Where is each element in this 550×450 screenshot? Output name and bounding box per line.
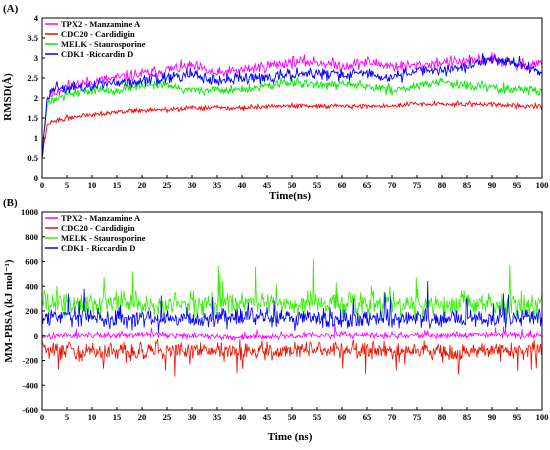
x-tick-label: 60 xyxy=(338,180,347,190)
series-line-cdk1-riccardin-d xyxy=(41,280,543,334)
y-tick-label: 200 xyxy=(25,306,38,316)
x-tick-label: 40 xyxy=(238,412,247,422)
x-tick-label: 85 xyxy=(463,180,472,190)
x-tick-label: 25 xyxy=(163,180,172,190)
legend-entry-label: TPX2 - Manzamine A xyxy=(61,213,141,223)
legend-entry-label: TPX2 - Manzamine A xyxy=(61,19,141,29)
y-tick-label: 0 xyxy=(34,173,38,183)
y-tick-label: 600 xyxy=(25,257,38,267)
x-tick-label: 45 xyxy=(263,412,272,422)
y-tick-label: -600 xyxy=(22,405,38,415)
legend-entry-label: MELK - Staurosporine xyxy=(61,233,146,243)
panel-b-x-axis-title: Time (ns) xyxy=(268,431,313,443)
legend-entry-label: CDC20 - Cardidigin xyxy=(61,223,135,233)
y-tick-label: 400 xyxy=(25,281,38,291)
y-tick-label: 1000 xyxy=(21,207,38,217)
panel-a-label: (A) xyxy=(3,3,19,15)
legend-entry-label: CDC20 - Cardidigin xyxy=(61,29,135,39)
legend-entry-label: CDK1 -Riccardin D xyxy=(61,49,133,59)
x-tick-label: 80 xyxy=(438,412,447,422)
x-tick-label: 70 xyxy=(388,412,397,422)
y-tick-label: 1.5 xyxy=(27,113,38,123)
x-tick-label: 10 xyxy=(88,412,97,422)
panel-a-x-axis-title: Time(ns) xyxy=(269,190,311,202)
series-line-melk-staurosporine xyxy=(41,77,543,151)
x-tick-label: 20 xyxy=(138,180,147,190)
y-tick-label: -400 xyxy=(22,380,38,390)
y-tick-label: 0.5 xyxy=(27,153,38,163)
panel-b-chart: 0 5 10 15 20 25 30 35 40 45 50 55 60 65 70 75 80 85 90 95 10… xyxy=(21,207,548,422)
x-tick-label: 80 xyxy=(438,180,447,190)
series-line-melk-staurosporine xyxy=(41,258,543,319)
x-tick-label: 75 xyxy=(413,180,422,190)
x-tick-label: 85 xyxy=(463,412,472,422)
y-tick-label: 800 xyxy=(25,232,38,242)
panel-a-y-axis-title: RMSD(Å) xyxy=(2,73,14,121)
legend-entry-label: MELK - Staurosporine xyxy=(61,39,146,49)
x-tick-label: 50 xyxy=(288,180,297,190)
x-tick-label: 20 xyxy=(138,412,147,422)
series-line-cdk1-riccardin-d xyxy=(41,52,543,159)
x-tick-label: 95 xyxy=(513,180,522,190)
series-line-tpx2-manzamine-a xyxy=(41,323,543,342)
x-tick-label: 55 xyxy=(313,180,322,190)
x-tick-label: 50 xyxy=(288,412,297,422)
y-tick-label: 0 xyxy=(34,331,38,341)
x-tick-label: 5 xyxy=(65,180,69,190)
x-tick-label: 55 xyxy=(313,412,322,422)
x-tick-label: 30 xyxy=(188,180,197,190)
x-tick-label: 95 xyxy=(513,412,522,422)
y-tick-label: 1 xyxy=(34,133,38,143)
x-tick-label: 10 xyxy=(88,180,97,190)
x-tick-label: 100 xyxy=(536,412,549,422)
legend-entry-label: CDK1 - Riccardin D xyxy=(61,243,135,253)
x-tick-label: 100 xyxy=(536,180,549,190)
panel-b-label: (B) xyxy=(3,197,18,209)
x-tick-label: 0 xyxy=(40,180,44,190)
x-tick-label: 35 xyxy=(213,180,222,190)
x-tick-label: 30 xyxy=(188,412,197,422)
x-tick-label: 25 xyxy=(163,412,172,422)
x-tick-label: 15 xyxy=(113,412,122,422)
y-tick-label: 2 xyxy=(34,93,38,103)
x-tick-label: 90 xyxy=(488,180,497,190)
series-line-cdc20-cardidigin xyxy=(41,99,543,159)
x-tick-label: 40 xyxy=(238,180,247,190)
x-tick-label: 35 xyxy=(213,412,222,422)
y-tick-label: 3 xyxy=(34,53,38,63)
y-tick-label: 4 xyxy=(34,13,39,23)
x-tick-label: 60 xyxy=(338,412,347,422)
panel-a-chart: 0 5 10 15 20 25 30 35 40 45 50 55 60 65 70 75 80 85 90 95 10… xyxy=(27,13,548,190)
x-tick-label: 65 xyxy=(363,180,372,190)
y-tick-label: 2.5 xyxy=(27,73,38,83)
x-tick-label: 15 xyxy=(113,180,122,190)
y-tick-label: -200 xyxy=(22,356,38,366)
series-line-cdc20-cardidigin xyxy=(41,338,543,377)
x-tick-label: 75 xyxy=(413,412,422,422)
x-tick-label: 0 xyxy=(40,412,44,422)
panel-b-y-axis-title: MM-PBSA (kJ mol⁻¹) xyxy=(3,259,15,363)
y-tick-label: 3.5 xyxy=(27,33,38,43)
x-tick-label: 5 xyxy=(65,412,69,422)
x-tick-label: 90 xyxy=(488,412,497,422)
x-tick-label: 65 xyxy=(363,412,372,422)
x-tick-label: 70 xyxy=(388,180,397,190)
x-tick-label: 45 xyxy=(263,180,272,190)
